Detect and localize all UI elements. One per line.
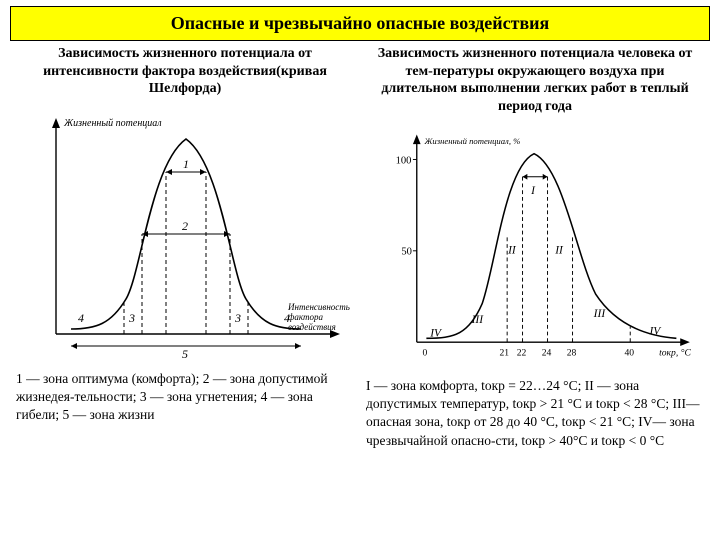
left-x-axis-label-2: фактора bbox=[288, 312, 323, 322]
zone-3-right-label: 3 bbox=[234, 311, 241, 325]
xtick-24: 24 bbox=[542, 348, 552, 359]
zone-IV-left-label: IV bbox=[429, 327, 443, 339]
title-banner: Опасные и чрезвычайно опасные воздействи… bbox=[10, 6, 710, 41]
xtick-0: 0 bbox=[423, 348, 428, 359]
temperature-curve-chart: 100 50 I II II III III IV IV 0 21 bbox=[366, 121, 706, 371]
right-y-axis-label: Жизненный потенциал, % bbox=[423, 136, 520, 146]
right-subheading: Зависимость жизненного потенциала челове… bbox=[366, 45, 704, 115]
left-subheading: Зависимость жизненного потенциала от инт… bbox=[16, 45, 354, 98]
zone-II-left-label: II bbox=[507, 245, 517, 257]
left-column: Зависимость жизненного потенциала от инт… bbox=[10, 45, 360, 450]
zone-II-right-label: II bbox=[554, 245, 564, 257]
left-x-axis-label-1: Интенсивность bbox=[287, 302, 350, 312]
xtick-40: 40 bbox=[624, 348, 634, 359]
left-x-axis-label-3: воздействия bbox=[288, 322, 336, 332]
zone-III-right-label: III bbox=[593, 308, 607, 320]
right-x-axis-label: tокр, °C bbox=[659, 348, 691, 359]
zone-I-label: I bbox=[530, 185, 536, 197]
left-caption: 1 — зона оптимума (комфорта); 2 — зона д… bbox=[16, 370, 354, 425]
ytick-50: 50 bbox=[401, 247, 412, 258]
xtick-22: 22 bbox=[517, 348, 527, 359]
xtick-28: 28 bbox=[567, 348, 577, 359]
ytick-100: 100 bbox=[396, 155, 412, 166]
zone-4-left-label: 4 bbox=[78, 311, 84, 325]
zone-5-label: 5 bbox=[182, 347, 188, 361]
zone-IV-right-label: IV bbox=[648, 325, 662, 337]
zone-3-left-label: 3 bbox=[128, 311, 135, 325]
xtick-21: 21 bbox=[499, 348, 509, 359]
shelford-curve-chart: 1 2 3 3 4 4 5 Жизненный потенциал Интенс… bbox=[16, 104, 356, 364]
left-y-axis-label: Жизненный потенциал bbox=[63, 118, 162, 129]
right-caption: I — зона комфорта, tокр = 22…24 °C; II —… bbox=[366, 377, 704, 450]
zone-III-left-label: III bbox=[471, 314, 485, 326]
zone-2-label: 2 bbox=[182, 219, 188, 233]
right-column: Зависимость жизненного потенциала челове… bbox=[360, 45, 710, 450]
two-column-layout: Зависимость жизненного потенциала от инт… bbox=[0, 45, 720, 450]
zone-1-label: 1 bbox=[183, 157, 189, 171]
